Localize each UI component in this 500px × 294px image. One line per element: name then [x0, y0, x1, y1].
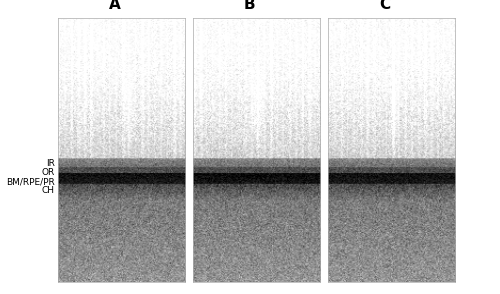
Text: C: C — [380, 0, 390, 12]
Text: A: A — [109, 0, 121, 12]
Text: CH: CH — [42, 186, 55, 195]
Text: IR: IR — [46, 159, 55, 168]
Text: B: B — [244, 0, 256, 12]
Text: BM/RPE/PR: BM/RPE/PR — [6, 177, 55, 186]
Text: OR: OR — [42, 168, 55, 177]
